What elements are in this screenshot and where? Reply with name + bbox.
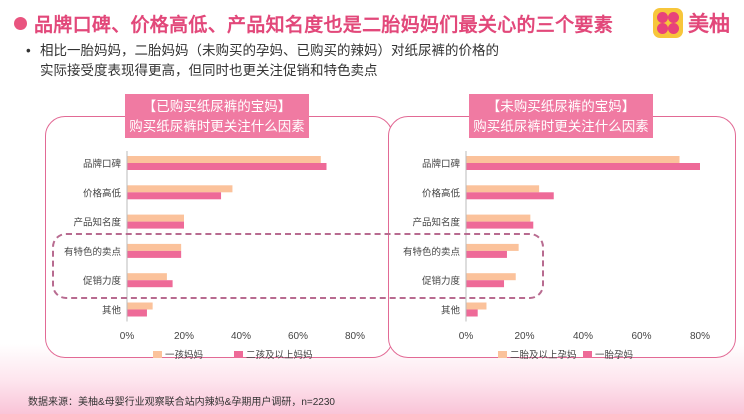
legend-swatch [583, 351, 592, 358]
category-label: 促销力度 [422, 275, 461, 287]
bar-series-2 [127, 280, 173, 288]
category-label: 价格高低 [83, 187, 122, 199]
category-label: 品牌口碑 [422, 158, 461, 170]
category-label: 产品知名度 [73, 217, 121, 229]
x-tick-label: 60% [631, 331, 651, 342]
chart-header-not-purchased: 【未购买纸尿裤的宝妈】 购买纸尿裤时更关注什么因素 [469, 94, 653, 138]
legend-label: 一孩妈妈 [165, 349, 203, 361]
chart-title-line2: 购买纸尿裤时更关注什么因素 [473, 119, 649, 134]
flower-icon [653, 8, 683, 38]
bar-series-1 [466, 214, 531, 222]
x-tick-label: 40% [573, 331, 593, 342]
bullet-point: • 相比一胎妈妈，二胎妈妈（未购买的孕妈、已购买的辣妈）对纸尿裤的价格的实际接受… [26, 41, 510, 81]
x-tick-label: 80% [690, 331, 710, 342]
legend-label: 二孩及以上妈妈 [246, 349, 313, 361]
bar-series-1 [466, 273, 516, 281]
bar-series-2 [466, 309, 478, 317]
bar-series-1 [466, 156, 680, 163]
bar-series-1 [127, 273, 167, 281]
bar-series-1 [127, 243, 182, 251]
page-title: 品牌口碑、价格高低、产品知名度也是二胎妈妈们最关心的三个要素 [34, 15, 614, 36]
category-label: 其他 [441, 305, 461, 317]
x-tick-label: 60% [288, 331, 308, 342]
title-bullet-dot [14, 17, 27, 30]
x-tick-label: 0% [459, 331, 474, 342]
bar-series-1 [127, 185, 233, 193]
legend-swatch [234, 351, 243, 358]
bar-series-2 [466, 250, 507, 258]
x-tick-label: 20% [514, 331, 534, 342]
data-source: 数据来源：美柚&母婴行业观察联合站内辣妈&孕期用户调研，n=2230 [28, 397, 335, 408]
bar-series-1 [127, 302, 153, 310]
bullet-text: 相比一胎妈妈，二胎妈妈（未购买的孕妈、已购买的辣妈）对纸尿裤的价格的实际接受度表… [40, 43, 499, 78]
legend-swatch [153, 351, 162, 358]
brand-logo: 美柚 [653, 8, 730, 38]
bar-series-1 [127, 214, 184, 222]
bar-series-1 [466, 302, 487, 310]
legend-label: 二胎及以上孕妈 [510, 349, 577, 361]
x-tick-label: 80% [345, 331, 365, 342]
bar-series-2 [466, 221, 534, 229]
bar-series-2 [466, 192, 554, 200]
bar-series-1 [466, 185, 540, 193]
category-label: 有特色的卖点 [403, 246, 461, 258]
category-label: 价格高低 [422, 187, 461, 199]
bullet-icon: • [26, 43, 31, 58]
x-tick-label: 20% [174, 331, 194, 342]
bar-series-1 [466, 243, 519, 251]
x-tick-label: 40% [231, 331, 251, 342]
chart-header-purchased: 【已购买纸尿裤的宝妈】 购买纸尿裤时更关注什么因素 [125, 94, 309, 138]
bar-series-2 [466, 280, 505, 288]
bar-series-2 [127, 192, 222, 200]
bar-series-2 [127, 221, 184, 229]
bar-series-1 [127, 156, 321, 163]
highlight-box [52, 233, 544, 299]
chart-title-line2: 购买纸尿裤时更关注什么因素 [129, 119, 305, 134]
category-label: 促销力度 [83, 275, 122, 287]
logo-text: 美柚 [688, 13, 730, 36]
legend-label: 一胎孕妈 [595, 349, 633, 361]
bar-series-2 [127, 250, 182, 258]
bar-series-2 [127, 309, 147, 317]
bar-series-2 [127, 163, 327, 170]
category-label: 有特色的卖点 [64, 246, 122, 258]
chart-title-line1: 【未购买纸尿裤的宝妈】 [486, 99, 636, 114]
x-tick-label: 0% [120, 331, 135, 342]
category-label: 其他 [102, 305, 122, 317]
category-label: 产品知名度 [412, 217, 460, 229]
category-label: 品牌口碑 [83, 158, 122, 170]
bar-series-2 [466, 163, 700, 170]
legend-swatch [498, 351, 507, 358]
chart-title-line1: 【已购买纸尿裤的宝妈】 [142, 99, 292, 114]
